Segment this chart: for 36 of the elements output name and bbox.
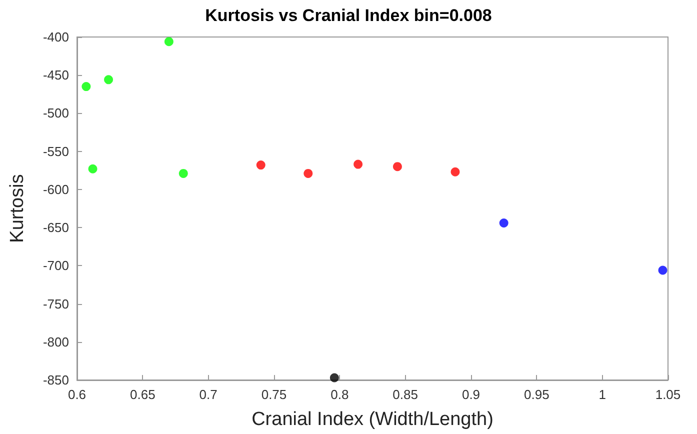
point: [164, 37, 174, 46]
y-tick-label: -600: [42, 182, 69, 197]
point: [392, 162, 402, 172]
x-tick-label: 1: [598, 387, 606, 402]
y-tick-label: -800: [42, 334, 69, 350]
point: [450, 167, 460, 176]
y-tick-label: -850: [42, 372, 69, 388]
chart-title: Kurtosis vs Cranial Index bin=0.008: [205, 6, 492, 25]
y-tick-label: -750: [42, 296, 69, 312]
x-axis-title: Cranial Index (Width/Length): [252, 409, 494, 430]
point: [88, 164, 98, 174]
x-tick-label: 0.6: [68, 387, 86, 402]
point: [304, 168, 313, 178]
x-tick-label: 0.9: [462, 387, 480, 402]
point: [658, 266, 668, 275]
y-tick-label: -650: [42, 220, 69, 236]
point: [82, 82, 91, 92]
y-tick-label: -700: [42, 258, 69, 274]
point: [104, 75, 114, 84]
y-tick-label: -550: [42, 144, 69, 159]
x-tick-label: 0.85: [392, 387, 418, 402]
y-tick-label: -450: [42, 68, 69, 83]
x-tick-label: 0.75: [261, 387, 287, 402]
x-tick-label: 1.05: [655, 387, 681, 402]
x-tick-label: 0.95: [524, 387, 550, 402]
point: [256, 160, 266, 170]
x-tick-label: 0.7: [199, 387, 218, 402]
point: [178, 168, 188, 178]
point: [354, 160, 363, 169]
point: [330, 373, 339, 382]
y-tick-label: -500: [42, 106, 69, 121]
x-tick-label: 0.65: [130, 387, 156, 402]
y-tick-label: -400: [42, 30, 69, 44]
y-axis-title: Kurtosis: [7, 174, 28, 243]
x-tick-label: 0.8: [330, 387, 349, 402]
point: [499, 218, 508, 228]
